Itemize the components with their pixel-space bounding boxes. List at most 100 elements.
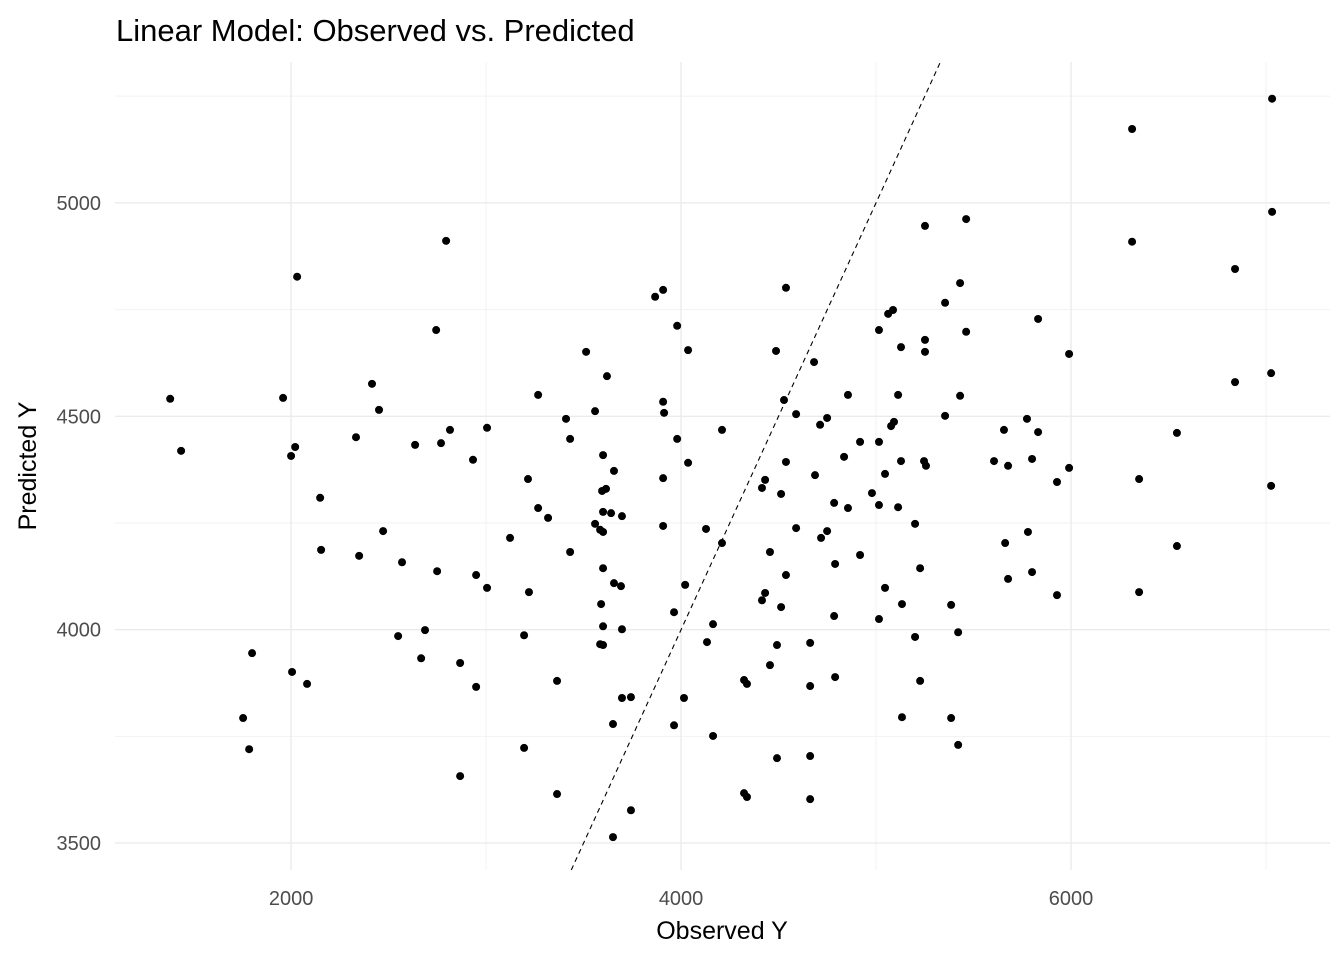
data-point [609,720,618,729]
data-point [355,551,364,560]
data-point [287,451,296,460]
data-point [417,654,426,663]
data-point [659,474,668,483]
data-point [856,550,865,559]
data-point [1268,207,1277,216]
data-point [437,439,446,448]
data-point [609,466,618,475]
data-point [469,455,478,464]
data-point [591,407,600,416]
data-point [394,632,403,641]
data-point [806,638,815,647]
data-point [831,559,840,568]
data-point [534,504,543,513]
data-point [889,417,898,426]
data-point [897,457,906,466]
data-point [897,600,906,609]
data-point [947,600,956,609]
data-point [874,501,883,510]
data-point [582,347,591,356]
y-tick-label: 5000 [57,193,102,215]
data-point [316,493,325,502]
x-axis-label: Observed Y [656,917,788,945]
data-point [941,411,950,420]
data-point [897,343,906,352]
data-point [702,524,711,533]
data-point [433,567,442,576]
data-point [894,503,903,512]
data-point [999,425,1008,434]
data-point [956,391,965,400]
data-point [1053,591,1062,600]
data-point [1028,454,1037,463]
data-point [810,358,819,367]
data-point [806,682,815,691]
data-point [843,390,852,399]
data-point [303,679,312,688]
data-point [1053,478,1062,487]
data-point [456,658,465,667]
data-point [894,390,903,399]
data-point [177,446,186,455]
x-tick-label: 4000 [659,888,704,910]
data-point [1135,475,1144,484]
data-point [954,628,963,637]
data-point [421,626,430,635]
data-point [806,795,815,804]
data-point [599,564,608,573]
data-point [684,346,693,355]
data-point [681,580,690,589]
data-point [742,793,751,802]
data-point [941,298,950,307]
data-point [599,451,608,460]
data-point [602,372,611,381]
data-point [379,527,388,536]
data-point [1065,349,1074,358]
data-point [1231,378,1240,387]
data-point [874,437,883,446]
data-point [1023,527,1032,536]
data-point [566,548,575,557]
data-point [291,443,300,452]
data-point [843,504,852,513]
data-point [248,649,257,658]
data-point [617,512,626,521]
data-point [599,641,608,650]
data-point [317,545,326,554]
data-point [718,539,727,548]
data-point [772,346,781,355]
data-point [660,408,669,417]
data-point [830,612,839,621]
data-point [761,475,770,484]
data-point [670,608,679,617]
data-point [1128,125,1137,134]
data-point [599,527,608,536]
data-point [411,440,420,449]
data-point [288,667,297,676]
data-point [609,833,618,842]
data-point [840,452,849,461]
data-point [816,420,825,429]
data-point [472,682,481,691]
data-point [483,583,492,592]
grid [115,62,1330,870]
data-point [947,714,956,723]
data-point [765,661,774,670]
data-point [921,347,929,356]
data-point [1172,542,1181,551]
data-point [962,327,971,336]
data-point [718,425,727,434]
data-point [817,533,826,542]
data-point [1231,265,1240,274]
data-point [956,279,965,288]
data-point [553,790,562,799]
y-tick-label: 4500 [57,406,102,428]
data-point [673,434,682,443]
data-point [889,305,898,314]
data-point [626,806,635,815]
data-point [659,397,668,406]
data-point [781,571,790,580]
data-point [520,631,529,640]
y-tick-labels: 3500 4000 4500 5000 [57,193,102,855]
